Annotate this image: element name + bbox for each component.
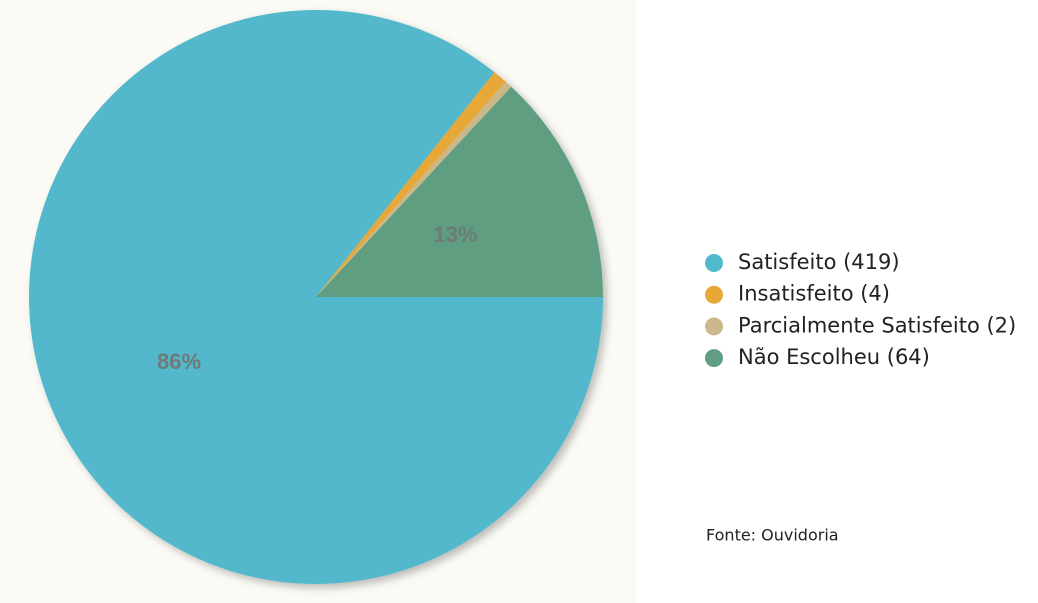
pie [28,10,603,585]
pie-slice [316,72,506,298]
pie-slice [316,86,603,298]
legend-swatch [705,285,723,304]
legend-swatch [705,317,723,336]
source: Fonte: Ouvidoria [706,526,839,545]
pie-slice [28,10,603,585]
legend-entry: Parcialmente Satisfeito (2) [738,313,1016,337]
legend-swatch [705,349,723,368]
slice-label: 86% [157,349,201,374]
legend-swatch [705,254,723,272]
legend-entry: Satisfeito (419) [738,250,900,274]
legend-entry: Insatisfeito (4) [738,282,890,306]
legend-entry: Não Escolheu (64) [738,345,930,369]
pie-slice [316,81,512,297]
slice-label: 13% [433,222,477,247]
